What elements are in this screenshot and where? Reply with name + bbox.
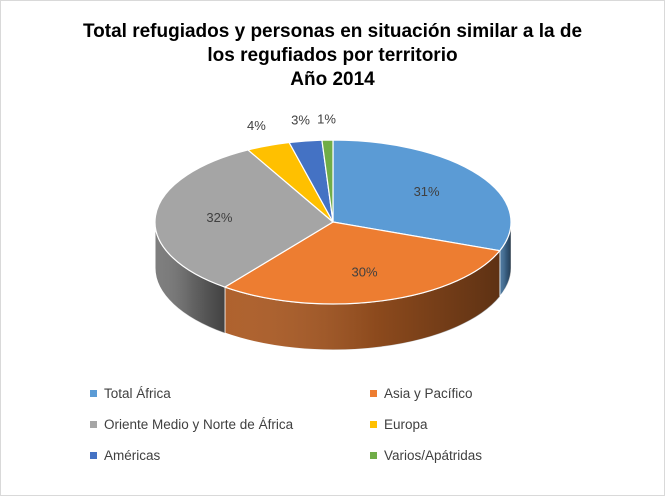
pie-data-labels: 31% 30% 32% 4% 3% 1%	[206, 111, 440, 279]
data-label-total-africa: 31%	[414, 184, 440, 199]
pie-slice-asia-pacifico	[223, 221, 501, 305]
pie-tops	[154, 139, 512, 305]
data-label-varios-apatridas: 1%	[317, 111, 336, 126]
chart-title: Total refugiados y personas en situación…	[0, 20, 665, 92]
data-label-americas: 3%	[291, 112, 310, 127]
chart-title-line-3: Año 2014	[290, 69, 375, 90]
data-label-oriente-medio: 32%	[206, 210, 232, 225]
data-label-europa: 4%	[247, 118, 266, 133]
chart-title-line-2: los regufiados por territorio	[207, 45, 458, 66]
pie-slice-oriente-medio	[154, 149, 335, 288]
pie-slice-total-africa	[332, 139, 512, 252]
data-label-asia-pacifico: 30%	[351, 264, 377, 279]
pie-slice-varios-apatridas	[321, 139, 334, 223]
chart-title-line-1: Total refugiados y personas en situación…	[82, 21, 583, 42]
